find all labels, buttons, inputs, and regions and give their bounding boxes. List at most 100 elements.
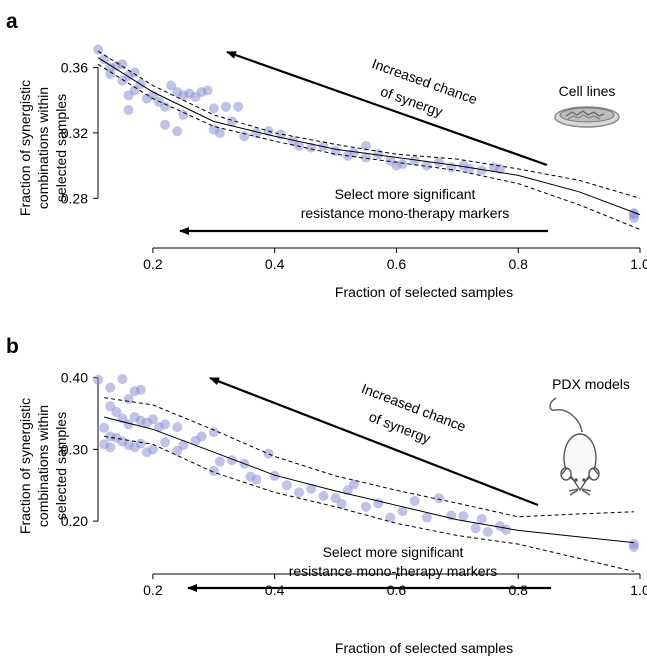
panel-a-data-point [220, 101, 231, 112]
panel-a-data-point [391, 160, 402, 171]
panel-b-data-point [160, 419, 171, 430]
panel-a-data-point [123, 105, 134, 116]
panel-b-data-point [318, 491, 329, 501]
panel-a-ylabel-line-2: combinations within [35, 87, 51, 209]
panel-b-points [93, 374, 639, 552]
panel-b-inset-label: PDX models [552, 376, 630, 392]
panel-b-ylabel-line-2: combinations within [35, 405, 51, 527]
panel-b-data-point [196, 431, 207, 442]
panel-a: a Fraction of synergistic combinations w… [6, 10, 647, 300]
panel-a-data-point [628, 212, 639, 223]
panel-b-data-point [135, 384, 146, 395]
panel-b-x-tick-label: 0.4 [265, 582, 285, 598]
panel-a-data-point [123, 90, 134, 101]
panel-a-data-point [361, 152, 371, 163]
panel-b-y-tick-label: 0.40 [61, 370, 88, 386]
panel-b-ylabel: Fraction of synergistic combinations wit… [17, 398, 69, 534]
panel-a-data-point [446, 162, 457, 173]
panel-b-data-point [147, 444, 158, 455]
panel-a-y-tick-label: 0.36 [61, 60, 88, 76]
panel-a-data-point [117, 59, 128, 70]
panel-a-data-point [214, 127, 225, 138]
panel-a-data-point [160, 119, 171, 130]
panel-a-inset-label: Cell lines [559, 83, 616, 99]
panel-b-data-point [172, 422, 183, 433]
panel-a-x-tick-label: 0.8 [508, 256, 528, 272]
panel-a-selection-text-line-2: resistance mono-therapy markers [301, 205, 510, 221]
panel-b-xlabel: Fraction of selected samples [335, 640, 513, 656]
panel-b-data-point [470, 523, 481, 534]
panel-b-x-tick-label: 0.8 [508, 582, 528, 598]
panel-b-data-point [336, 498, 347, 509]
panel-a-ylabel-line-1: Fraction of synergistic [17, 80, 33, 216]
panel-b-x-tick-label: 0.6 [387, 582, 407, 598]
panel-b-data-point [373, 498, 384, 509]
panel-b-data-point [458, 511, 469, 522]
panel-a-data-point [318, 140, 329, 151]
panel-b-data-point [117, 374, 128, 385]
panel-b-data-point [123, 394, 134, 405]
panel-a-data-point [476, 165, 487, 176]
panel-a-data-point [172, 126, 183, 137]
panel-a-selection-text-line-1: Select more significant [335, 186, 476, 202]
panel-a-lower-confidence-band [97, 63, 641, 230]
panel-b-data-point [105, 442, 116, 453]
panel-b-data-point [269, 470, 280, 481]
panel-a-data-point [494, 163, 505, 174]
panel-b-selection-text-line-2: resistance mono-therapy markers [289, 563, 498, 579]
panel-a-upper-confidence-band [97, 50, 641, 199]
panel-b-data-point [281, 480, 292, 491]
panel-b-data-point [160, 437, 171, 448]
panel-a-data-point [361, 140, 371, 151]
panel-b-data-point [135, 438, 146, 449]
panel-a-data-point [239, 131, 250, 142]
panel-b-data-point [123, 419, 134, 430]
panel-a-synergy-arrow [226, 50, 548, 167]
panel-b-data-point [476, 513, 487, 524]
panel-b-data-point [434, 493, 445, 504]
panel-b-fit-line [104, 416, 634, 544]
panel-b-data-point [482, 526, 493, 537]
panel-a-data-point [227, 116, 238, 127]
panel-a-x-tick-label: 0.2 [143, 256, 163, 272]
panel-b-data-point [306, 483, 317, 494]
panel-b-lower-confidence-band [104, 435, 635, 572]
panel-b-synergy-arrow [209, 376, 539, 507]
panel-b-data-point [99, 422, 110, 433]
panel-b-label: b [6, 335, 19, 358]
panel-a-data-point [208, 103, 219, 114]
panel-a-x-axis: 0.2 0.4 0.6 0.8 1.0 [143, 247, 647, 272]
panel-b-ylabel-line-1: Fraction of synergistic [17, 398, 33, 534]
panel-a-data-point [421, 160, 432, 171]
panel-b-ylabel-line-3: selected samples [53, 412, 69, 520]
panel-a-data-point [306, 142, 317, 153]
panel-a-data-point [93, 44, 104, 55]
panel-b-data-point [421, 512, 432, 523]
panel-b-data-point [409, 496, 420, 507]
panel-b-x-tick-label: 1.0 [630, 582, 647, 598]
panel-b-data-point [251, 474, 262, 485]
panel-a-data-point [251, 127, 262, 138]
panel-a-x-tick-label: 0.6 [387, 256, 407, 272]
panel-a-label: a [6, 10, 18, 33]
panel-b-y-tick-label: 0.30 [61, 441, 88, 457]
panel-a-data-point [105, 69, 116, 80]
panel-b-data-point [397, 506, 408, 517]
panel-b-data-point [178, 440, 189, 451]
panel-b-data-point [385, 512, 396, 523]
panel-b-data-point [294, 487, 305, 498]
panel-a-ylabel: Fraction of synergistic combinations wit… [17, 80, 69, 216]
panel-b-data-point [147, 414, 158, 425]
panel-b-data-point [105, 382, 116, 393]
panel-b-data-point [263, 448, 274, 459]
panel-a-x-tick-label: 1.0 [630, 256, 647, 272]
mouse-icon [549, 397, 600, 496]
panel-b-selection-text-line-1: Select more significant [323, 544, 464, 560]
panel-b-x-axis: 0.2 0.4 0.6 0.8 1.0 [143, 573, 647, 598]
panel-b-data-point [111, 407, 122, 418]
panel-b-upper-confidence-band [104, 397, 634, 518]
panel-a-y-tick-label: 0.32 [61, 125, 88, 141]
panel-a-data-point [409, 155, 420, 166]
panel-a-data-point [117, 75, 128, 86]
panel-b-data-point [628, 541, 639, 552]
